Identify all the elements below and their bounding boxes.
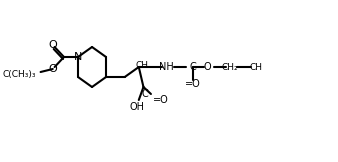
Text: =O: =O [153, 95, 169, 105]
Text: CH: CH [249, 63, 262, 71]
Text: O: O [48, 64, 57, 74]
Text: C(CH₃)₃: C(CH₃)₃ [2, 69, 36, 79]
Text: N: N [74, 52, 82, 62]
Text: OH: OH [129, 102, 144, 112]
Text: CH₂: CH₂ [221, 63, 238, 71]
Text: NH: NH [160, 62, 174, 72]
Text: CH: CH [135, 60, 148, 69]
Text: C: C [142, 89, 149, 99]
Text: =O: =O [185, 79, 201, 89]
Text: C: C [190, 62, 196, 72]
Text: O: O [48, 40, 57, 50]
Text: O: O [203, 62, 211, 72]
